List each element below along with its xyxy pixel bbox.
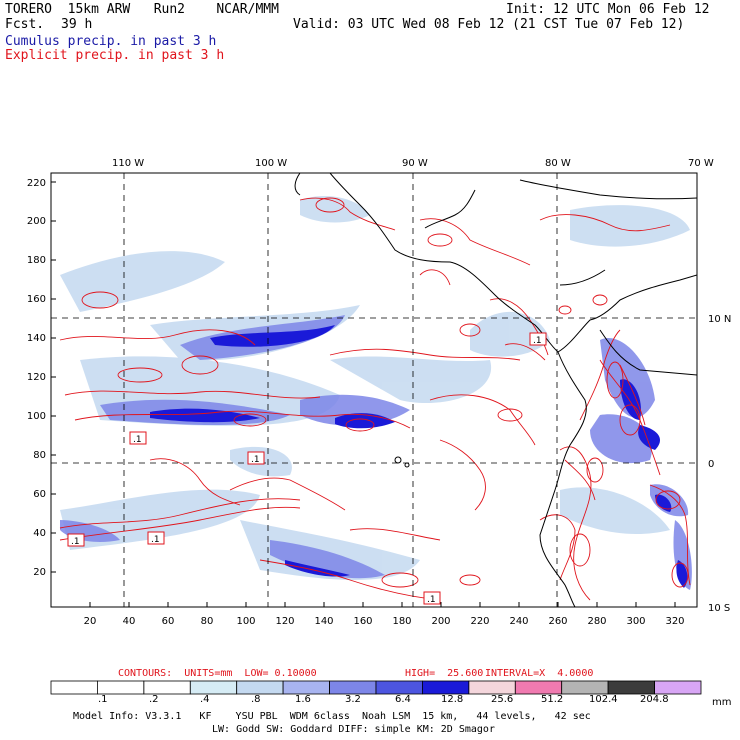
x-tick-label: 320: [665, 616, 684, 627]
model-info: Model Info: V3.3.1 KF YSU PBL WDM 6class…: [73, 711, 591, 722]
x-tick-label: 60: [162, 616, 175, 627]
x-tick-label: 160: [353, 616, 372, 627]
colorbar-label: .8: [251, 694, 261, 705]
x-tick-label: 200: [431, 616, 450, 627]
colorbar-label: .1: [98, 694, 108, 705]
colorbar-label: 51.2: [541, 694, 564, 705]
field-cumulus-precip: Cumulus precip. in past 3 h: [5, 34, 217, 49]
x-tick-label: 20: [84, 616, 97, 627]
colorbar-label: 204.8: [640, 694, 669, 705]
forecast-hour: 39 h: [61, 17, 93, 32]
field-explicit-precip: Explicit precip. in past 3 h: [5, 48, 225, 63]
colorbar-swatch: [514, 680, 563, 695]
model-title: TORERO 15km ARW Run2 NCAR/MMM: [5, 2, 279, 17]
y-tick-label: 140: [27, 333, 46, 344]
map-frame: [50, 172, 698, 608]
y-tick-label: 20: [33, 567, 46, 578]
low-marker-label: .1: [133, 435, 142, 445]
colorbar-swatch: [329, 680, 377, 695]
forecast-label: Fcst.: [5, 17, 45, 32]
colorbar-swatch: [189, 680, 238, 695]
x-tick-label: 240: [509, 616, 528, 627]
x-tick-label: 140: [314, 616, 333, 627]
low-marker-label: .1: [251, 455, 260, 465]
low-marker-label: .1: [151, 535, 160, 545]
lat-label: 0: [708, 459, 714, 470]
y-tick-label: 160: [27, 294, 46, 305]
init-time: Init: 12 UTC Mon 06 Feb 12: [506, 2, 710, 17]
low-markers: [67, 332, 547, 605]
low-marker-label: .1: [533, 336, 542, 346]
low-marker-label: .1: [71, 537, 80, 547]
colorbar-label: 6.4: [395, 694, 411, 705]
x-tick-label: 80: [201, 616, 214, 627]
colorbar-swatch: [561, 680, 609, 695]
colorbar-label: 102.4: [589, 694, 618, 705]
colorbar-swatch: [607, 680, 655, 695]
lon-label: 90 W: [402, 158, 428, 169]
x-tick-label: 180: [392, 616, 411, 627]
colorbar-label: 1.6: [295, 694, 311, 705]
colorbar-swatch: [375, 680, 423, 695]
colorbar-label: .4: [200, 694, 210, 705]
colorbar-swatch: [236, 680, 284, 695]
colorbar-swatch: [654, 680, 702, 695]
contours-high: HIGH= 25.600: [405, 668, 484, 679]
y-tick-label: 40: [33, 528, 46, 539]
colorbar-swatch: [143, 680, 191, 695]
y-tick-label: 120: [27, 372, 46, 383]
contours-interval: INTERVAL=X 4.0000: [485, 668, 594, 679]
y-tick-label: 100: [27, 411, 46, 422]
colorbar-label: 25.6: [491, 694, 514, 705]
colorbar-swatch: [421, 680, 470, 695]
x-tick-label: 40: [123, 616, 136, 627]
contours-info: CONTOURS: UNITS=mm LOW= 0.10000: [118, 668, 317, 679]
low-marker-label: .1: [427, 595, 436, 605]
y-tick-label: 80: [33, 450, 46, 461]
colorbar-label: 12.8: [441, 694, 464, 705]
y-tick-label: 220: [27, 178, 46, 189]
colorbar-label: .2: [149, 694, 159, 705]
y-tick-label: 200: [27, 216, 46, 227]
valid-time: Valid: 03 UTC Wed 08 Feb 12 (21 CST Tue …: [293, 17, 685, 32]
colorbar-label: 3.2: [345, 694, 361, 705]
model-physics: LW: Godd SW: Goddard DIFF: simple KM: 2D…: [212, 724, 495, 735]
lat-label: 10 N: [708, 314, 731, 325]
colorbar: [50, 680, 702, 695]
lon-label: 110 W: [112, 158, 144, 169]
x-tick-label: 280: [587, 616, 606, 627]
x-tick-label: 120: [275, 616, 294, 627]
x-tick-label: 300: [626, 616, 645, 627]
colorbar-swatch: [282, 680, 330, 695]
x-tick-label: 220: [470, 616, 489, 627]
x-tick-label: 260: [548, 616, 567, 627]
lon-label: 70 W: [688, 158, 714, 169]
lon-label: 80 W: [545, 158, 571, 169]
y-tick-label: 60: [33, 489, 46, 500]
colorbar-swatch: [468, 680, 516, 695]
colorbar-unit: mm: [712, 697, 732, 708]
x-tick-label: 100: [236, 616, 255, 627]
lat-label: 10 S: [708, 603, 730, 614]
lon-label: 100 W: [255, 158, 287, 169]
y-tick-label: 180: [27, 255, 46, 266]
colorbar-swatch: [50, 680, 98, 695]
colorbar-swatch: [97, 680, 145, 695]
